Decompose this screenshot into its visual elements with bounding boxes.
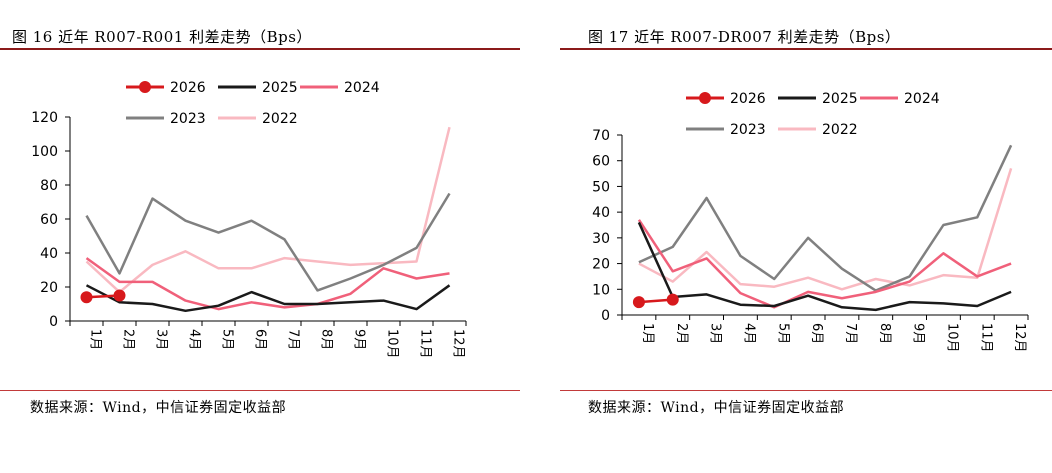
legend-label: 2022: [822, 122, 858, 138]
series-line-2024: [637, 219, 1012, 309]
legend-label: 2026: [170, 80, 206, 96]
y-tick-label: 20: [592, 257, 610, 273]
y-tick-label: 0: [601, 308, 610, 324]
legend-label: 2023: [170, 111, 206, 127]
y-tick-label: 30: [592, 231, 610, 247]
line-chart-r007-r001: 0 20 40 60 80 100 120 1月 2月 3月 4月 5月 6月 7月 8月 9月 10月 11月 1…: [31, 80, 467, 359]
legend-item-2022: 2022: [218, 111, 298, 127]
y-tick-label: 120: [31, 110, 58, 126]
legend-item-2022: 2022: [778, 122, 858, 138]
x-tick-label: 12月: [1012, 323, 1027, 353]
y-tick-label: 10: [592, 282, 610, 298]
y-tick-label: 50: [592, 179, 610, 195]
x-tick-label: 2月: [674, 323, 689, 344]
series-point-2026: [113, 289, 126, 302]
title-rule: [0, 48, 520, 50]
x-tick-label: 10月: [385, 329, 400, 359]
legend-item-2023: 2023: [686, 122, 766, 138]
legend-marker: [139, 81, 151, 93]
series-line-2023: [85, 192, 451, 292]
legend-item-2024: 2024: [860, 91, 940, 107]
series-line-2022: [85, 126, 451, 294]
legend-item-2025: 2025: [778, 91, 858, 107]
x-tick-label: 3月: [154, 329, 169, 350]
series-line-2023: [638, 144, 1013, 292]
x-tick-label: 11月: [978, 323, 993, 353]
y-tick-label: 80: [40, 178, 58, 194]
x-tick-label: 1月: [88, 329, 103, 350]
data-source-note: 数据来源：Wind，中信证券固定收益部: [588, 400, 845, 416]
legend-item-2025: 2025: [218, 80, 298, 96]
x-tick-label: 4月: [741, 323, 756, 344]
series-line-2025: [85, 284, 451, 313]
y-tick-label: 40: [592, 205, 610, 221]
line-chart-r007-dr007: 0 10 20 30 40 50 60 70 1月 2月 3月 4月 5月 6月 7月 8月 9月 10月 11月 1…: [592, 91, 1029, 353]
source-rule: [560, 390, 1052, 391]
series-line-2025: [637, 221, 1012, 312]
x-tick-label: 2月: [121, 329, 136, 350]
y-tick-label: 60: [592, 154, 610, 170]
x-tick-label: 7月: [843, 323, 858, 344]
legend-label: 2024: [344, 80, 380, 96]
y-tick-label: 20: [40, 280, 58, 296]
x-tick-label: 9月: [352, 329, 367, 350]
series-line-2024: [85, 257, 450, 311]
x-tick-label: 3月: [708, 323, 723, 344]
x-tick-label: 8月: [877, 323, 892, 344]
x-tick-label: 7月: [286, 329, 301, 350]
series-point-2026: [80, 291, 93, 304]
legend-label: 2024: [904, 91, 940, 107]
legend-label: 2025: [822, 91, 858, 107]
legend-marker: [699, 92, 711, 104]
legend-item-2023: 2023: [126, 111, 206, 127]
legend-item-2026: 2026: [686, 91, 766, 107]
y-tick-label: 0: [49, 314, 58, 330]
x-tick-label: 9月: [911, 323, 926, 344]
legend-item-2026: 2026: [126, 80, 206, 96]
series-point-2026: [666, 293, 679, 306]
x-tick-label: 1月: [640, 323, 655, 344]
legend-label: 2026: [730, 91, 766, 107]
x-tick-label: 12月: [451, 329, 466, 359]
x-tick-label: 6月: [253, 329, 268, 350]
legend-label: 2025: [262, 80, 298, 96]
x-tick-label: 6月: [809, 323, 824, 344]
x-tick-label: 8月: [319, 329, 334, 350]
legend-label: 2023: [730, 122, 766, 138]
chart-title: 图 17 近年 R007-DR007 利差走势（Bps）: [588, 28, 901, 46]
series-line-2022: [638, 168, 1013, 291]
chart-panel-r007-r001: 图 16 近年 R007-R001 利差走势（Bps） 0 20 40 60 80 100…: [0, 0, 520, 473]
y-tick-label: 40: [40, 246, 58, 262]
chart-title: 图 16 近年 R007-R001 利差走势（Bps）: [12, 28, 312, 46]
y-tick-label: 70: [592, 128, 610, 144]
chart-panel-r007-dr007: 图 17 近年 R007-DR007 利差走势（Bps） 0 10 20 30 40 50…: [560, 0, 1052, 473]
data-source-note: 数据来源：Wind，中信证券固定收益部: [30, 400, 287, 416]
x-tick-label: 4月: [187, 329, 202, 350]
x-tick-label: 5月: [775, 323, 790, 344]
series-point-2026: [632, 296, 645, 309]
x-tick-label: 10月: [944, 323, 959, 353]
y-tick-label: 60: [40, 212, 58, 228]
legend-label: 2022: [262, 111, 298, 127]
source-rule: [0, 390, 520, 391]
y-tick-label: 100: [31, 144, 58, 160]
legend-item-2024: 2024: [300, 80, 380, 96]
x-tick-label: 5月: [220, 329, 235, 350]
title-rule: [560, 48, 1052, 50]
x-tick-label: 11月: [418, 329, 433, 359]
